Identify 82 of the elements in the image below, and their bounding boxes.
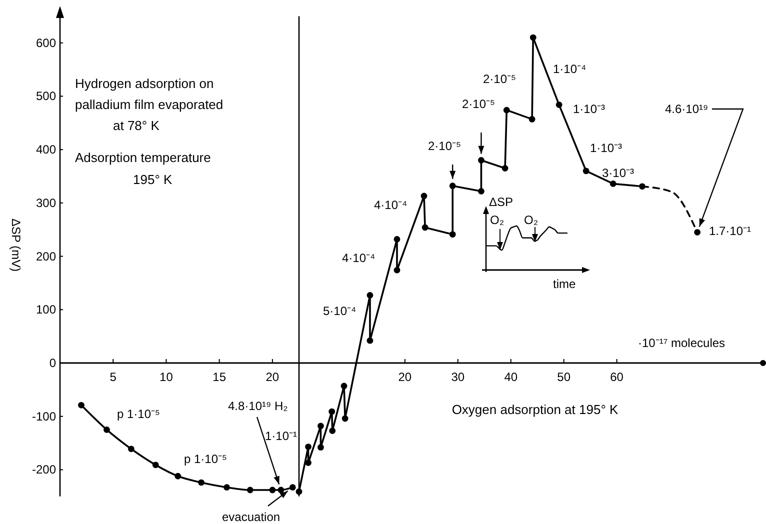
annotation: p 1·10⁻⁵ (117, 407, 160, 421)
x-tick-label: 10 (160, 370, 174, 384)
point (78, 402, 84, 408)
y-tick-label: -100 (32, 409, 56, 424)
point (478, 188, 484, 194)
point (478, 157, 484, 164)
text: Hydrogen adsorption on palladium film evaporated at 78° K (75, 76, 224, 133)
point (318, 444, 324, 451)
y-tick-label: 100 (36, 302, 56, 317)
annotation: 4.8·10¹⁹ H₂ (228, 399, 288, 413)
x-tick-label: 5 (110, 370, 117, 384)
x-tick-label: 30 (451, 370, 465, 384)
y-tick-label: 0 (49, 356, 56, 370)
y-axis-title: ΔSP (489, 195, 514, 209)
annotation: 4·10⁻⁴ (374, 198, 408, 212)
point (449, 182, 456, 190)
point (342, 415, 348, 422)
annotation: ·10⁻¹⁷ molecules (638, 336, 726, 350)
point (394, 236, 400, 242)
annotation: 1·10⁻³ (573, 102, 606, 116)
point (528, 116, 536, 122)
annotation: 1·10⁻⁴ (553, 62, 586, 76)
point (449, 231, 456, 238)
y-axis-title: ΔSP (mV) (9, 218, 23, 272)
point (289, 484, 296, 491)
point (128, 446, 134, 452)
point (556, 102, 562, 108)
y-tick-label: 300 (36, 196, 56, 210)
point (502, 165, 508, 172)
annotation: O₂ (490, 213, 504, 227)
annotation: O₂ (524, 213, 538, 227)
point (224, 484, 230, 491)
point (104, 426, 110, 433)
point (198, 479, 204, 486)
annotation: evacuation (222, 510, 280, 524)
point (296, 488, 302, 495)
point (278, 486, 284, 494)
point (366, 292, 374, 298)
point (329, 428, 336, 434)
point (269, 486, 276, 494)
x-axis-title: Oxygen adsorption at 195° K (452, 402, 619, 417)
annotation: 1·10⁻³ (590, 141, 622, 155)
point (530, 34, 536, 41)
x-tick-label: 60 (610, 370, 624, 384)
point (610, 180, 616, 187)
point (422, 224, 428, 231)
point (503, 106, 510, 114)
point (694, 229, 701, 236)
x-tick-label: 40 (504, 370, 518, 384)
point (394, 266, 400, 274)
y-tick-label: -200 (32, 462, 56, 477)
x-axis-title: time (553, 277, 576, 291)
point (305, 460, 312, 466)
annotation: 5·10⁻⁴ (323, 304, 356, 318)
annotation: 2·10⁻⁵ (462, 97, 496, 111)
y-tick-label: 400 (36, 142, 56, 157)
point (174, 472, 182, 480)
x-tick-label: 20 (266, 370, 280, 384)
annotation: 2·10⁻⁵ (483, 72, 516, 86)
y-tick-label: 500 (36, 89, 56, 104)
text: Adsorption temperature 195° K (75, 150, 211, 187)
x-tick-label: 20 (398, 370, 412, 384)
x-tick-label: 15 (212, 370, 226, 384)
annotation: 4·10⁻⁴ (342, 251, 376, 265)
annotation: 1·10⁻¹ (265, 429, 298, 443)
point (246, 486, 254, 494)
point (152, 462, 159, 468)
point (366, 337, 374, 344)
y-tick-label: 600 (36, 36, 56, 50)
point (340, 382, 348, 390)
y-tick-label: 200 (36, 249, 56, 264)
annotation: 2·10⁻⁵ (428, 139, 462, 153)
point (305, 444, 312, 450)
annotation: p 1·10⁻⁵ (184, 452, 228, 466)
point (318, 422, 324, 430)
point (328, 408, 336, 415)
point (582, 168, 590, 174)
annotation: 4.6·10¹⁹ (665, 102, 708, 116)
x-tick-label: 50 (557, 370, 571, 384)
annotation: 3·10⁻³ (602, 166, 634, 180)
point (420, 192, 428, 200)
annotation: 1.7·10⁻¹ (709, 224, 752, 238)
